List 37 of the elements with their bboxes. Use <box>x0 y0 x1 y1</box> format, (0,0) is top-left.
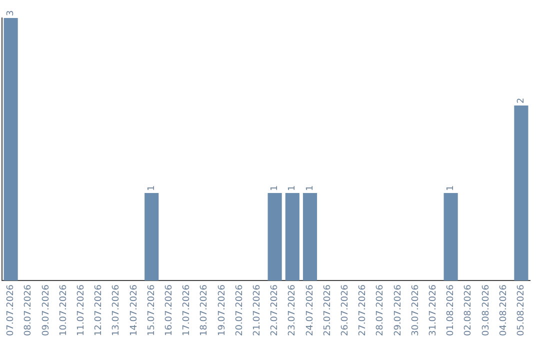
x-tick-label: 05.08.2026 <box>516 284 527 336</box>
x-tick-label: 02.08.2026 <box>464 284 474 336</box>
x-tick-label: 30.07.2026 <box>410 284 421 336</box>
x-tick-label: 11.07.2026 <box>76 284 87 336</box>
x-tick-label: 07.07.2026 <box>6 284 16 336</box>
x-tick-label: 23.07.2026 <box>288 284 298 336</box>
x-tick-label: 12.07.2026 <box>94 284 104 336</box>
x-tick-label: 16.07.2026 <box>164 284 175 336</box>
data-label: 1 <box>446 185 456 191</box>
x-tick-label: 09.07.2026 <box>41 284 52 336</box>
x-tick-label: 22.07.2026 <box>270 284 280 336</box>
x-tick-label: 24.07.2026 <box>305 284 316 336</box>
x-tick-label: 14.07.2026 <box>129 284 140 336</box>
x-tick-label: 03.08.2026 <box>481 284 492 336</box>
x-tick-label: 19.07.2026 <box>217 284 228 336</box>
x-tick-label: 10.07.2026 <box>58 284 69 336</box>
x-tick-label: 31.07.2026 <box>428 284 439 336</box>
x-tick-label: 15.07.2026 <box>146 284 157 336</box>
data-label: 1 <box>270 185 280 191</box>
x-tick-label: 20.07.2026 <box>234 284 245 336</box>
data-label: 1 <box>305 185 316 191</box>
x-tick-label: 01.08.2026 <box>446 284 456 336</box>
x-tick-label: 27.07.2026 <box>358 284 368 336</box>
data-label: 1 <box>288 185 298 191</box>
x-tick-label: 28.07.2026 <box>376 284 386 336</box>
x-tick-label: 08.07.2026 <box>24 284 34 336</box>
data-label: 1 <box>146 185 157 191</box>
x-tick-label: 25.07.2026 <box>322 284 333 336</box>
x-tick-label: 04.08.2026 <box>498 284 509 336</box>
data-label: 3 <box>6 10 16 16</box>
x-tick-label: 13.07.2026 <box>112 284 122 336</box>
x-tick-label: 21.07.2026 <box>252 284 263 336</box>
x-tick-label: 26.07.2026 <box>340 284 351 336</box>
x-tick-label: 17.07.2026 <box>182 284 192 336</box>
data-label: 2 <box>516 98 527 104</box>
x-tick-label: 18.07.2026 <box>200 284 210 336</box>
x-tick-label: 29.07.2026 <box>393 284 404 336</box>
